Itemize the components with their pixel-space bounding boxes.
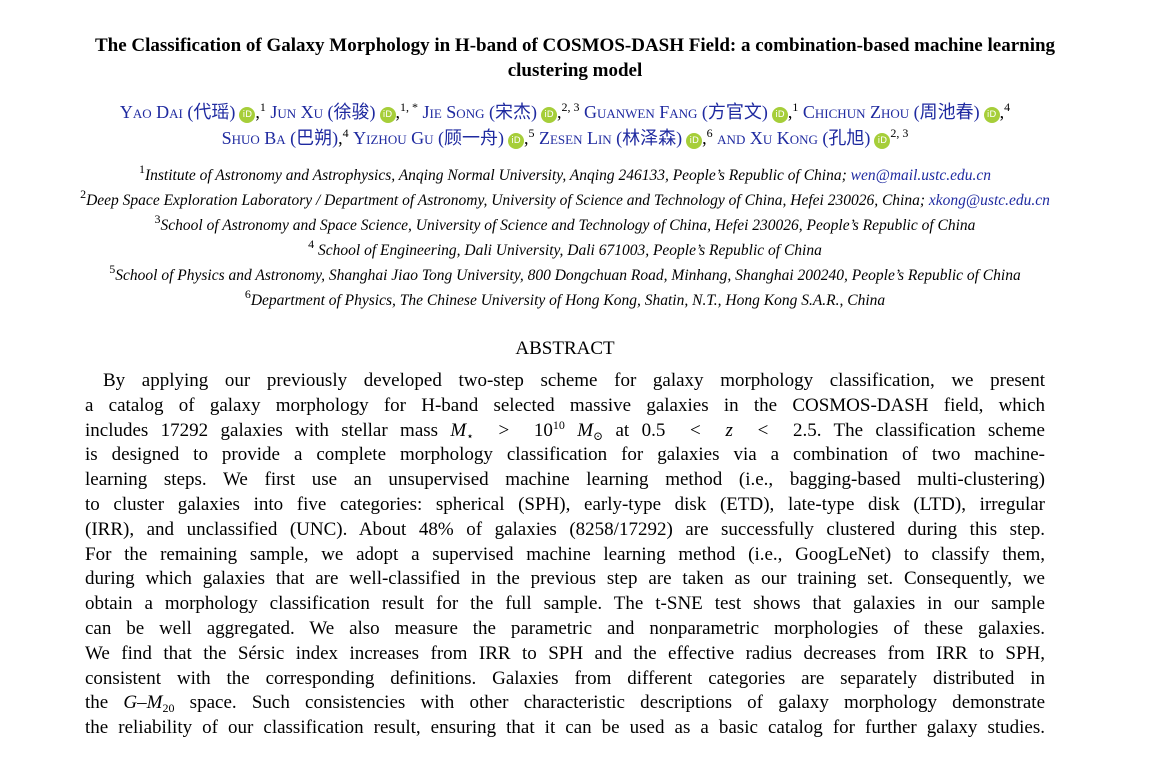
affiliation-marker: 1 <box>259 100 266 114</box>
orcid-icon[interactable]: iD <box>540 107 557 123</box>
abstract-line: during which galaxies that are well-clas… <box>85 568 1045 590</box>
math-g-m20: G–M20 <box>123 692 175 716</box>
affiliation-marker: 2, 3 <box>890 126 909 140</box>
author-name[interactable]: Jie Song (宋杰) <box>422 102 537 122</box>
affiliation: 5School of Physics and Astronomy, Shangh… <box>0 263 1130 288</box>
affiliation-text: School of Engineering, Dali University, … <box>314 242 822 259</box>
author-name[interactable]: Xu Kong (孔旭) <box>749 128 871 148</box>
affiliation-number: 5 <box>109 262 116 276</box>
orcid-icon[interactable]: iD <box>686 133 703 149</box>
author-name[interactable]: Guanwen Fang (方官文) <box>583 102 768 122</box>
affiliation-number: 6 <box>244 287 251 301</box>
math-redshift: 0.5 < z < 2.5 <box>641 419 817 441</box>
affiliation-text: School of Astronomy and Space Science, U… <box>160 217 976 234</box>
affiliation-marker: 1, * <box>400 100 419 114</box>
affiliation: 6Department of Physics, The Chinese Univ… <box>0 288 1130 313</box>
affiliation: 4 School of Engineering, Dali University… <box>0 238 1130 263</box>
affiliation-marker: 2, 3 <box>561 100 580 114</box>
affiliation: 1Institute of Astronomy and Astrophysics… <box>0 163 1130 188</box>
email-link[interactable]: wen@mail.ustc.edu.cn <box>850 167 992 184</box>
abstract-line: includes 17292 galaxies with stellar mas… <box>85 417 1045 443</box>
abstract-line: to cluster galaxies into five categories… <box>85 493 1045 515</box>
affiliation-text: Deep Space Exploration Laboratory / Depa… <box>86 192 929 209</box>
orcid-icon[interactable]: iD <box>507 133 524 149</box>
affiliations: 1Institute of Astronomy and Astrophysics… <box>0 163 1130 313</box>
affiliation-marker: 1 <box>792 100 799 114</box>
abstract-heading: ABSTRACT <box>515 338 615 359</box>
abstract-line: can be well aggregated. We also measure … <box>85 617 1045 639</box>
author-name[interactable]: Yao Dai (代瑶) <box>119 102 236 122</box>
affiliation-number: 4 <box>308 237 315 251</box>
orcid-icon[interactable]: iD <box>239 107 256 123</box>
affiliation-text: School of Physics and Astronomy, Shangha… <box>115 267 1021 284</box>
abstract-line: the reliability of our classification re… <box>85 717 1045 739</box>
abstract-line: the G–M20 space. Such consistencies with… <box>85 692 1045 716</box>
affiliation-marker: 4 <box>342 126 349 140</box>
author-name[interactable]: Shuo Ba (巴朔) <box>221 128 339 148</box>
abstract-line: (IRR), and unclassified (UNC). About 48%… <box>85 518 1045 540</box>
affiliation: 2Deep Space Exploration Laboratory / Dep… <box>0 188 1130 213</box>
math-stellar-mass: M⋆ > 1010 M⊙ <box>450 417 604 443</box>
affiliation-number: 2 <box>80 187 87 201</box>
author-name[interactable]: Chichun Zhou (周池春) <box>802 102 980 122</box>
affiliation-text: Department of Physics, The Chinese Unive… <box>250 292 886 309</box>
abstract-line: By applying our previously developed two… <box>103 370 1045 391</box>
abstract-body: By applying our previously developed two… <box>85 369 1045 741</box>
affiliation-marker: 6 <box>706 126 713 140</box>
orcid-icon[interactable]: iD <box>771 107 788 123</box>
abstract-line: consistent with the corresponding defini… <box>85 667 1045 689</box>
affiliation-marker: 5 <box>528 126 535 140</box>
orcid-icon[interactable]: iD <box>983 107 1000 123</box>
orcid-icon[interactable]: iD <box>379 107 396 123</box>
abstract-line: We find that the Sérsic index increases … <box>85 642 1045 664</box>
abstract-line: is designed to provide a complete morpho… <box>85 444 1045 466</box>
author-name[interactable]: Zesen Lin (林泽森) <box>538 128 683 148</box>
abstract-line: a catalog of galaxy morphology for H-ban… <box>85 394 1045 416</box>
abstract-line: For the remaining sample, we adopt a sup… <box>85 543 1045 565</box>
author-name[interactable]: Yizhou Gu (顾一舟) <box>353 128 504 148</box>
paper-title: The Classification of Galaxy Morphology … <box>94 35 1056 81</box>
affiliation-number: 1 <box>138 162 145 176</box>
affiliation-marker: 4 <box>1004 100 1011 114</box>
affiliation-text: Institute of Astronomy and Astrophysics,… <box>144 167 851 184</box>
affiliation: 3School of Astronomy and Space Science, … <box>0 213 1130 238</box>
and-word: and <box>717 128 750 148</box>
abstract-line: obtain a morphology classification resul… <box>85 593 1045 615</box>
author-name[interactable]: Jun Xu (徐骏) <box>270 102 376 122</box>
orcid-icon[interactable]: iD <box>874 133 891 149</box>
email-link[interactable]: xkong@ustc.edu.cn <box>928 192 1050 209</box>
abstract-line: learning steps. We first use an unsuperv… <box>85 469 1045 491</box>
affiliation-number: 3 <box>154 212 161 226</box>
author-list: Yao Dai (代瑶) iD ,1 Jun Xu (徐骏) iD ,1, * Jie … <box>119 100 1011 149</box>
